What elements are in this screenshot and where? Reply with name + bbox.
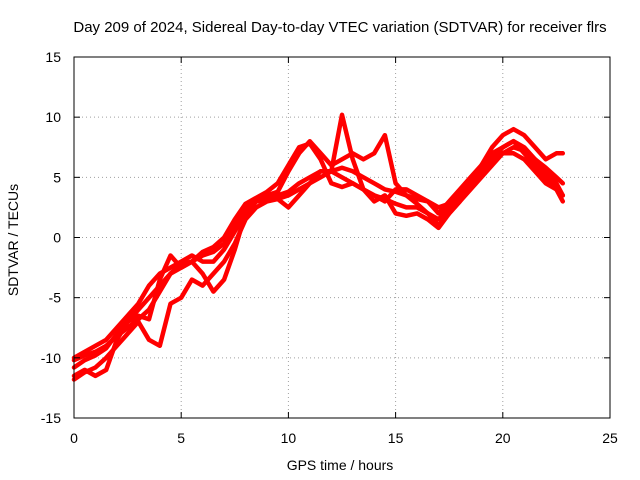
x-tick-label: 5 [177,430,185,446]
x-axis-label: GPS time / hours [287,457,394,473]
series-track-5 [71,112,566,382]
series-track-4 [71,138,566,370]
y-tick-label: -10 [41,350,61,366]
chart-title: Day 209 of 2024, Sidereal Day-to-day VTE… [73,19,606,36]
y-tick-label: -5 [49,290,62,306]
x-tick-label: 20 [495,430,511,446]
x-tick-label: 10 [281,430,297,446]
data-series [71,112,566,382]
y-tick-label: 0 [53,230,61,246]
y-axis-label: SDTVAR / TECUs [5,184,21,296]
series-track-2 [71,145,566,379]
axis-ticks: 0 5 10 15 20 25 -15 -10 -5 0 5 10 15 [41,49,618,446]
x-tick-label: 25 [602,430,618,446]
x-tick-label: 0 [70,430,78,446]
y-tick-label: -15 [41,410,61,426]
y-tick-label: 10 [45,109,61,125]
x-tick-label: 15 [388,430,404,446]
y-tick-label: 15 [45,49,61,65]
grid-lines [74,57,610,418]
y-tick-label: 5 [53,169,61,185]
